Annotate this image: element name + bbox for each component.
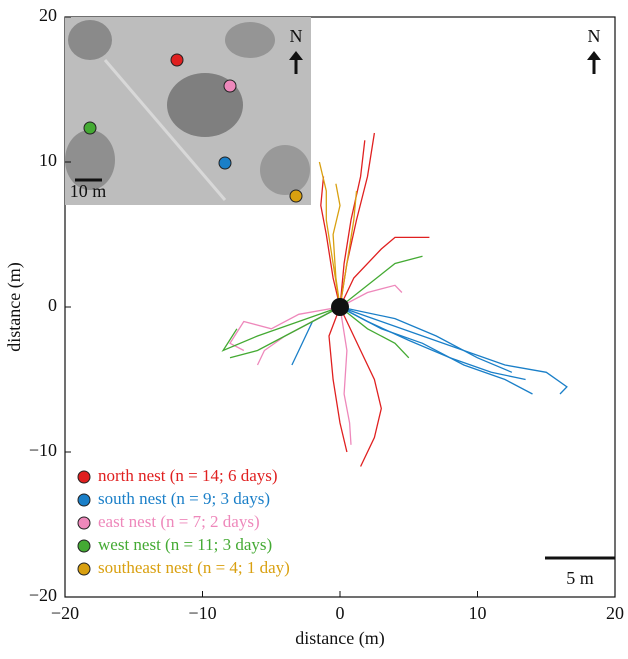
trajectory <box>339 306 568 395</box>
trajectory <box>339 132 376 308</box>
scale-bar-label: 5 m <box>566 568 594 588</box>
trajectory <box>339 306 352 445</box>
legend-marker <box>77 493 91 507</box>
trajectory <box>221 306 341 352</box>
y-tick-label: −20 <box>29 585 57 605</box>
trajectory <box>339 284 403 308</box>
legend-label: east nest (n = 7; 2 days) <box>98 512 260 531</box>
legend-marker <box>77 539 91 553</box>
trajectory <box>320 176 341 308</box>
inset-scale-label: 10 m <box>70 181 107 201</box>
y-tick-label: 20 <box>39 5 57 25</box>
trajectory <box>229 306 341 352</box>
x-tick-label: 10 <box>469 603 487 623</box>
legend-label: north nest (n = 14; 6 days) <box>98 466 278 485</box>
trajectory <box>339 306 533 395</box>
trajectory <box>339 306 382 467</box>
legend-marker <box>77 470 91 484</box>
y-axis-label: distance (m) <box>4 262 25 351</box>
inset-north-label: N <box>290 26 303 46</box>
trajectory <box>339 306 410 359</box>
inset-map <box>65 17 615 560</box>
trajectory <box>339 190 358 308</box>
trajectory <box>339 255 423 308</box>
y-tick-label: 0 <box>48 295 57 315</box>
trajectory <box>339 306 513 373</box>
trajectory <box>256 306 341 366</box>
legend-label: southeast nest (n = 4; 1 day) <box>98 558 290 577</box>
trajectory <box>229 306 341 359</box>
x-tick-label: −10 <box>188 603 216 623</box>
trajectory <box>332 183 341 308</box>
trajectory <box>339 236 430 308</box>
x-tick-label: 0 <box>336 603 345 623</box>
y-tick-label: 10 <box>39 150 57 170</box>
north-label: N <box>588 26 601 46</box>
y-tick-label: −10 <box>29 440 57 460</box>
x-axis-label: distance (m) <box>295 628 384 649</box>
start-point <box>331 298 349 316</box>
x-tick-label: −20 <box>51 603 79 623</box>
trajectory <box>339 140 366 308</box>
legend-marker <box>77 562 91 576</box>
x-tick-label: 20 <box>606 603 624 623</box>
trajectory <box>339 306 526 381</box>
legend-marker <box>77 516 91 530</box>
legend-label: south nest (n = 9; 3 days) <box>98 489 270 508</box>
legend-label: west nest (n = 11; 3 days) <box>98 535 272 554</box>
trajectory <box>328 306 348 453</box>
